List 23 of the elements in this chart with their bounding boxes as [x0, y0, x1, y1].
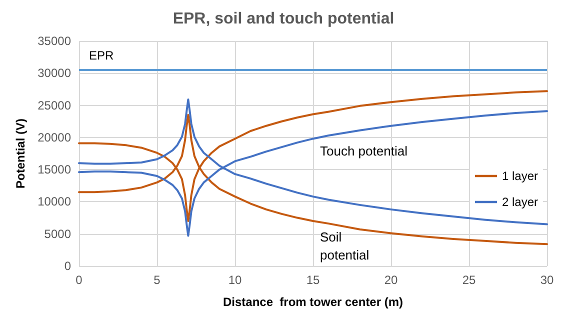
legend-label: 2 layer [502, 195, 538, 209]
y-tick-label: 15000 [38, 162, 72, 177]
y-tick-label: 5000 [44, 226, 72, 241]
x-tick-label: 5 [154, 273, 161, 287]
x-tick-label: 15 [306, 273, 320, 287]
legend-label: 1 layer [502, 169, 538, 183]
x-tick-label: 30 [540, 273, 554, 287]
ref-line-label: EPR [89, 48, 114, 62]
y-tick-label: 10000 [38, 194, 72, 209]
y-tick-label: 0 [64, 259, 72, 273]
x-tick-label: 0 [76, 273, 83, 287]
x-tick-label: 25 [462, 273, 476, 287]
annotation: Soil potential [320, 230, 370, 262]
y-tick-label: 30000 [38, 66, 72, 80]
x-tick-label: 10 [228, 273, 242, 287]
y-tick-label: 35000 [38, 34, 72, 48]
x-axis-title: Distance from tower center (m) [222, 295, 404, 309]
y-axis-title: Potential (V) [14, 118, 28, 189]
annotation: Touch potential [320, 144, 408, 158]
x-tick-label: 20 [384, 273, 398, 287]
y-tick-label: 25000 [38, 98, 72, 112]
chart-title: EPR, soil and touch potential [172, 10, 394, 28]
y-tick-label: 20000 [38, 130, 72, 144]
